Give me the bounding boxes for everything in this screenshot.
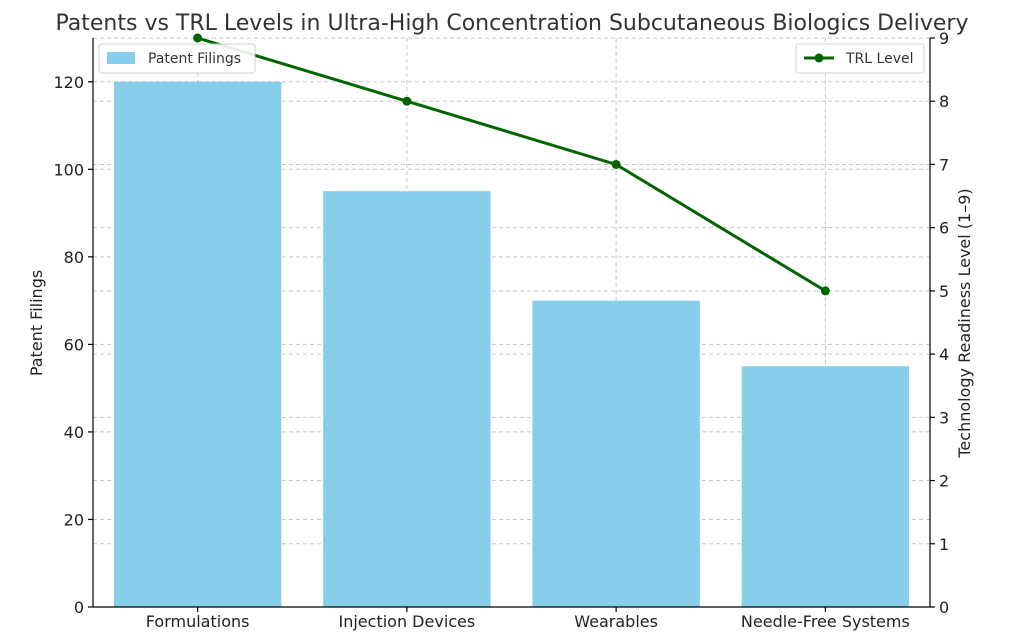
bar-2 [532, 300, 700, 607]
legend-trl-level: TRL Level [795, 43, 925, 74]
legend-bar-label: Patent Filings [148, 51, 241, 67]
y-tick-label-2: 40 [64, 423, 84, 442]
trl-point-1 [402, 96, 412, 106]
trl-point-0 [193, 33, 203, 43]
legend-bar-swatch [107, 52, 135, 64]
y2-tick-label-7: 7 [939, 155, 949, 174]
trl-point-3 [820, 286, 830, 296]
y2-tick-label-3: 3 [939, 408, 949, 427]
y2-tick-label-4: 4 [939, 345, 949, 364]
y-tick-label-1: 20 [64, 510, 84, 529]
x-tick-label-1: Injection Devices [339, 612, 476, 631]
chart-title: Patents vs TRL Levels in Ultra-High Conc… [56, 11, 969, 36]
x-tick-label-0: Formulations [146, 612, 250, 631]
y2-tick-label-9: 9 [939, 29, 949, 48]
trl-point-2 [611, 159, 621, 169]
y-tick-label-3: 60 [64, 335, 84, 354]
legend-line-label: TRL Level [845, 51, 913, 67]
legend-line-marker [814, 53, 824, 63]
y-tick-label-6: 120 [53, 73, 84, 92]
y-tick-label-5: 100 [53, 160, 84, 179]
y2-tick-label-0: 0 [939, 598, 949, 617]
axes: 0 20 40 60 80 100 120 0 1 2 3 4 5 6 7 8 9 Formulations Inj… [53, 29, 949, 631]
y2-axis-label: Technology Readiness Level (1–9) [955, 188, 974, 458]
y-tick-label-0: 0 [74, 598, 84, 617]
bar-1 [323, 191, 491, 607]
bars [113, 81, 910, 608]
y2-tick-label-8: 8 [939, 92, 949, 111]
trl-line-series [193, 33, 830, 296]
y2-tick-label-1: 1 [939, 535, 949, 554]
y-axis-label: Patent Filings [27, 270, 46, 376]
bar-0 [113, 81, 282, 608]
y2-tick-label-2: 2 [939, 472, 949, 491]
y2-tick-label-5: 5 [939, 282, 949, 301]
bar-3 [741, 366, 910, 607]
y2-tick-label-6: 6 [939, 219, 949, 238]
x-tick-label-2: Wearables [574, 612, 658, 631]
legend-patent-filings: Patent Filings [98, 43, 256, 74]
y-tick-label-4: 80 [64, 248, 84, 267]
x-tick-label-3: Needle-Free Systems [741, 612, 910, 631]
trl-line [197, 36, 827, 293]
